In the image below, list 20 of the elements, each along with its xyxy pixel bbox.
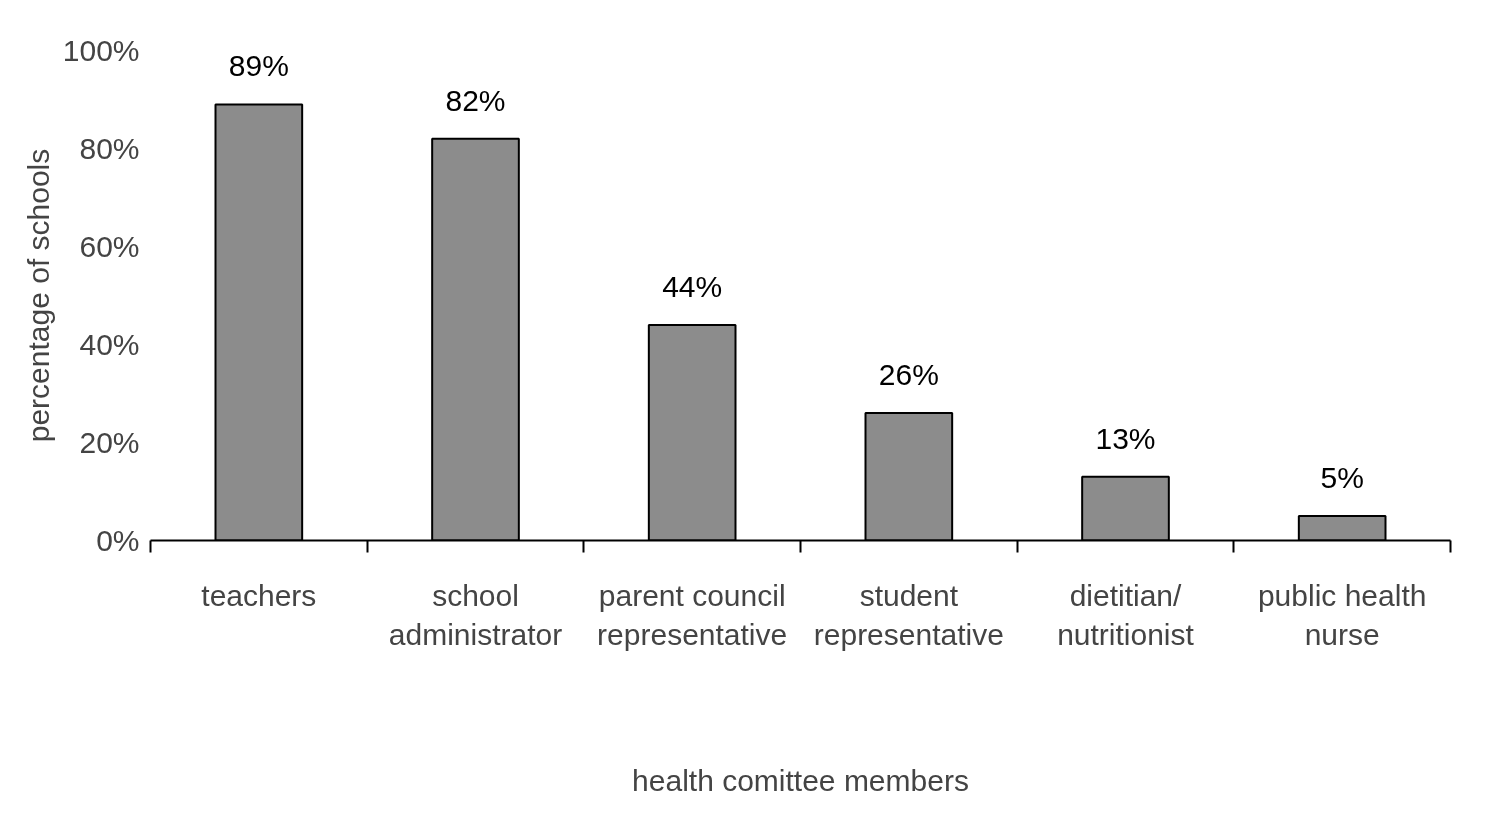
- y-tick-label: 0%: [96, 524, 140, 557]
- data-label: 26%: [878, 358, 939, 392]
- data-label: 5%: [1320, 461, 1364, 494]
- y-axis-title: percentage of schools: [21, 148, 55, 443]
- y-tick-label: 100%: [62, 34, 140, 67]
- data-label: 89%: [228, 49, 289, 83]
- y-tick-label: 20%: [79, 426, 140, 459]
- x-tick-label: teachers: [201, 578, 317, 612]
- x-axis-title: health comittee members: [632, 764, 969, 798]
- x-tick-label: parent council representative: [597, 578, 788, 652]
- x-tick-label: school administrator: [388, 578, 563, 652]
- data-label: 13%: [1095, 421, 1156, 455]
- x-tick-label: public health nurse: [1257, 578, 1427, 652]
- x-tick-label: dietitian/ nutritionist: [1057, 578, 1195, 652]
- data-label: 82%: [445, 83, 506, 117]
- y-tick-label: 60%: [79, 230, 140, 263]
- data-label: 44%: [662, 269, 723, 303]
- y-tick-label: 80%: [79, 132, 140, 165]
- x-tick-label: student representative: [813, 578, 1004, 652]
- y-tick-label: 40%: [79, 328, 140, 361]
